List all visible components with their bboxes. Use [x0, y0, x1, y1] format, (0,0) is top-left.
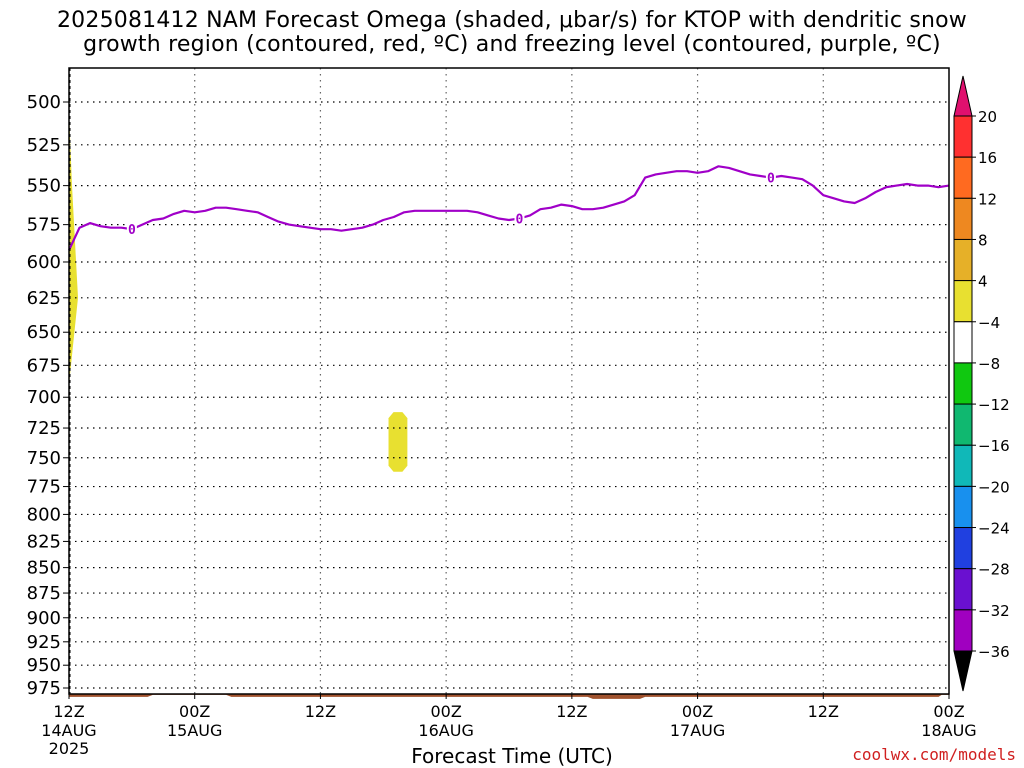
contour-label: 0	[516, 213, 524, 228]
y-tick-label: 775	[27, 477, 61, 498]
contour-label: 0	[128, 223, 136, 238]
colorbar-swatch	[953, 321, 973, 364]
y-tick-label: 525	[27, 135, 61, 156]
colorbar-swatch	[953, 115, 973, 158]
y-tick-label: 900	[27, 608, 61, 629]
omega-shade-blob	[388, 412, 408, 472]
y-tick-label: 650	[27, 322, 61, 343]
colorbar-swatch	[953, 568, 973, 611]
y-tick-label: 700	[27, 387, 61, 408]
x-tick-label: 00Z	[179, 702, 210, 721]
colorbar-label: −28	[978, 561, 1010, 579]
x-tick-label: 00Z	[933, 702, 964, 721]
x-tick-date: 16AUG	[418, 721, 473, 740]
y-tick-label: 725	[27, 418, 61, 439]
colorbar-label: −24	[978, 520, 1010, 538]
colorbar-label: −32	[978, 602, 1010, 620]
freezing-level-contour	[68, 165, 950, 251]
chart-title: 2025081412 NAM Forecast Omega (shaded, μ…	[56, 8, 967, 33]
y-tick-label: 575	[27, 215, 61, 236]
y-tick-label: 675	[27, 355, 61, 376]
chart-subtitle: growth region (contoured, red, ºC) and f…	[83, 32, 941, 57]
colorbar-label: −8	[978, 355, 1000, 373]
y-tick-label: 625	[27, 288, 61, 309]
colorbar-label: −16	[978, 437, 1010, 455]
x-tick-date: 14AUG	[41, 721, 96, 740]
colorbar-swatch	[953, 527, 973, 570]
omega-shade-edge	[69, 110, 78, 385]
y-tick-label: 500	[27, 92, 61, 113]
x-tick-label: 12Z	[53, 702, 84, 721]
x-tick-date: 15AUG	[167, 721, 222, 740]
x-tick-date: 17AUG	[670, 721, 725, 740]
colorbar-bottom-arrow	[953, 650, 973, 692]
colorbar-label: −36	[978, 643, 1010, 661]
colorbar-label: 12	[978, 190, 997, 208]
colorbar-label: −4	[978, 314, 1000, 332]
colorbar-swatch	[953, 362, 973, 405]
colorbar-label: −12	[978, 396, 1010, 414]
colorbar-label: 16	[978, 149, 997, 167]
plot-area	[69, 68, 949, 694]
colorbar-swatch	[953, 444, 973, 487]
colorbar-top-arrow	[953, 75, 973, 117]
x-axis-label: Forecast Time (UTC)	[411, 744, 613, 768]
plot-border	[68, 67, 950, 695]
contour-label: 0	[767, 172, 775, 187]
colorbar-swatch	[953, 485, 973, 529]
colorbar-swatch	[953, 156, 973, 199]
y-tick-label: 600	[27, 252, 61, 273]
y-tick-label: 750	[27, 448, 61, 469]
x-tick-year: 2025	[49, 739, 90, 758]
colorbar-label: 8	[978, 231, 988, 249]
x-tick-label: 12Z	[556, 702, 587, 721]
y-tick-label: 975	[27, 678, 61, 699]
x-tick-label: 12Z	[305, 702, 336, 721]
colorbar-swatch	[953, 609, 973, 652]
x-tick-label: 12Z	[808, 702, 839, 721]
y-tick-label: 925	[27, 632, 61, 653]
y-tick-label: 550	[27, 176, 61, 197]
colorbar-label: 20	[978, 108, 997, 126]
colorbar-swatch	[953, 197, 973, 240]
contour-label-bg	[765, 169, 776, 185]
y-tick-label: 950	[27, 655, 61, 676]
y-tick-label: 825	[27, 531, 61, 552]
y-tick-label: 800	[27, 504, 61, 525]
x-tick-label: 00Z	[430, 702, 461, 721]
contour-label-bg	[514, 210, 525, 226]
colorbar-label: −20	[978, 478, 1010, 496]
terrain-fill	[69, 694, 949, 699]
contour-label-bg	[126, 221, 137, 237]
colorbar-swatch	[953, 280, 973, 323]
y-tick-label: 875	[27, 583, 61, 604]
colorbar-swatch	[953, 238, 973, 282]
y-tick-label: 850	[27, 558, 61, 579]
x-tick-date: 18AUG	[921, 721, 976, 740]
x-tick-label: 00Z	[682, 702, 713, 721]
source-credit: coolwx.com/models	[852, 745, 1016, 764]
colorbar-swatch	[953, 403, 973, 446]
colorbar-label: 4	[978, 273, 988, 291]
